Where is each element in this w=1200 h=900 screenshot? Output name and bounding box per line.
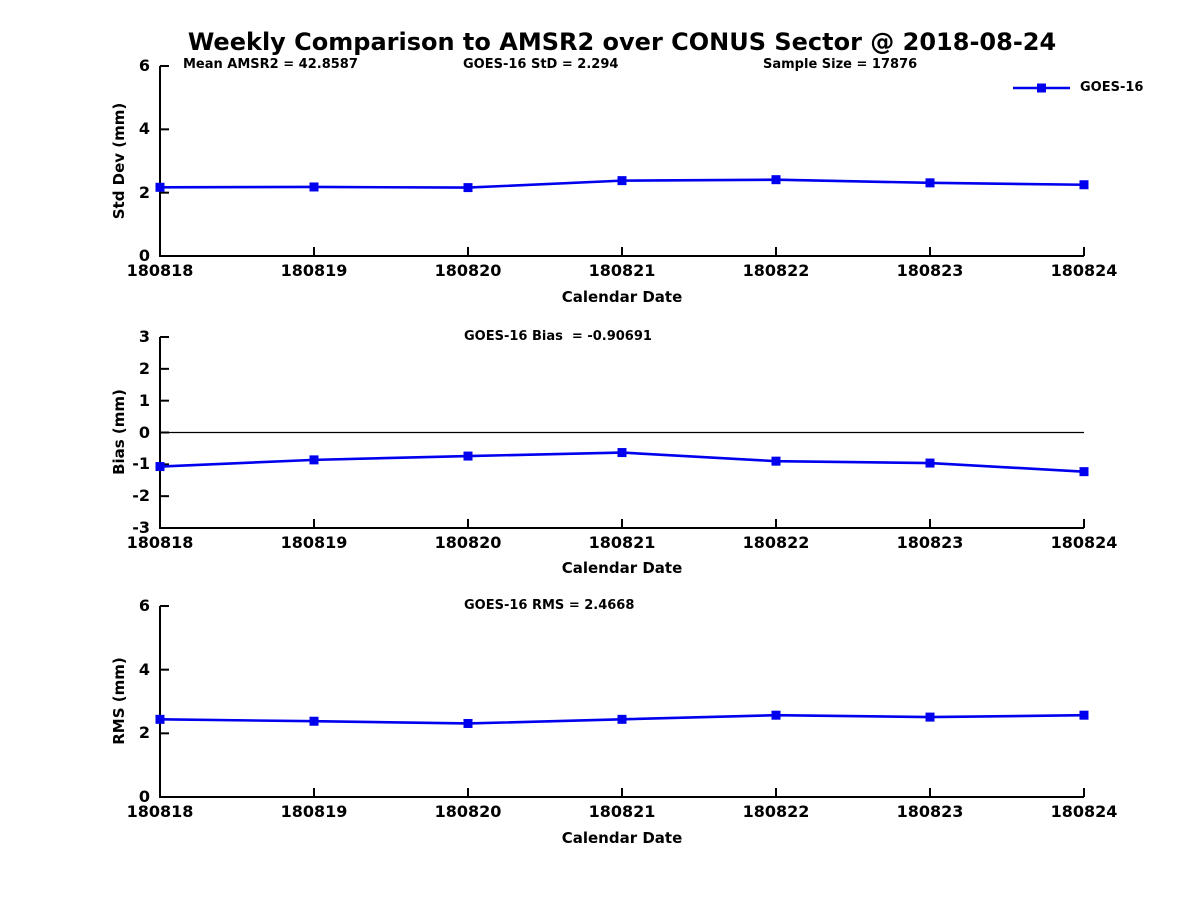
data-point-marker: [925, 458, 935, 468]
y-tick-label: 2: [138, 358, 150, 378]
figure-title: Weekly Comparison to AMSR2 over CONUS Se…: [187, 28, 1057, 56]
data-point-marker: [925, 178, 935, 188]
x-tick-label: 180824: [1050, 261, 1118, 280]
data-point-marker: [463, 183, 473, 193]
x-tick-label: 180819: [280, 261, 348, 280]
y-tick-label: 2: [138, 723, 150, 743]
data-point-marker: [925, 712, 935, 722]
data-point-marker: [155, 714, 165, 724]
x-tick-label: 180818: [126, 261, 194, 280]
x-tick-label: 180820: [434, 261, 502, 280]
legend: GOES-16: [1012, 80, 1143, 95]
data-point-marker: [617, 448, 627, 458]
legend-line-marker-icon: [1013, 83, 1070, 92]
y-tick-label: 0: [138, 246, 150, 265]
data-point-marker: [309, 716, 319, 726]
rms-panel-title: GOES-16 RMS = 2.4668: [464, 598, 635, 613]
legend-label: GOES-16: [1080, 80, 1144, 95]
x-axis-label-calendar-date: Calendar Date: [561, 829, 683, 847]
x-tick-label: 180820: [434, 533, 502, 552]
y-tick-label: 4: [138, 659, 150, 679]
x-tick-label: 180821: [588, 261, 656, 280]
y-tick-label: 0: [138, 422, 150, 442]
x-tick-label: 180823: [896, 261, 964, 280]
x-tick-label: 180822: [742, 261, 810, 280]
data-point-marker: [463, 718, 473, 728]
y-tick-label: 0: [138, 787, 150, 806]
data-point-marker: [155, 462, 165, 472]
x-tick-label: 180824: [1050, 533, 1118, 552]
x-tick-label: 180822: [742, 533, 810, 552]
data-point-marker: [1079, 710, 1089, 720]
x-tick-label: 180819: [280, 533, 348, 552]
data-point-marker: [463, 451, 473, 461]
data-point-marker: [617, 176, 627, 186]
y-tick-label: -2: [132, 486, 150, 506]
x-tick-label: 180821: [588, 533, 656, 552]
y-tick-label: 6: [138, 596, 150, 615]
x-tick-label: 180824: [1050, 802, 1118, 821]
data-point-marker: [309, 455, 319, 465]
data-point-marker: [771, 456, 781, 466]
y-tick-label: 6: [138, 56, 150, 75]
data-point-marker: [771, 175, 781, 185]
x-axis-label-calendar-date: Calendar Date: [561, 559, 683, 577]
annotation-mean-amsr2: Mean AMSR2 = 42.8587: [183, 57, 358, 72]
annotation-sample-size: Sample Size = 17876: [763, 57, 918, 72]
data-point-marker: [617, 714, 627, 724]
y-tick-label: 1: [138, 390, 150, 410]
y-tick-label: -1: [132, 454, 150, 474]
x-tick-label: 180820: [434, 802, 502, 821]
data-point-marker: [1079, 467, 1089, 477]
y-tick-label: -3: [132, 518, 150, 537]
annotation-goes16-std: GOES-16 StD = 2.294: [463, 57, 619, 72]
x-axis-label-calendar-date: Calendar Date: [561, 288, 683, 306]
x-tick-label: 180818: [126, 802, 194, 821]
data-point-marker: [1079, 180, 1089, 190]
y-tick-label: 2: [138, 182, 150, 202]
x-tick-label: 180821: [588, 802, 656, 821]
x-tick-label: 180823: [896, 802, 964, 821]
y-tick-label: 3: [138, 327, 150, 346]
data-point-marker: [155, 182, 165, 192]
bias-panel-title: GOES-16 Bias = -0.90691: [464, 329, 652, 344]
x-tick-label: 180818: [126, 533, 194, 552]
data-point-marker: [309, 182, 319, 192]
x-tick-label: 180822: [742, 802, 810, 821]
y-tick-label: 4: [138, 119, 150, 139]
x-tick-label: 180819: [280, 802, 348, 821]
data-point-marker: [771, 710, 781, 720]
x-tick-label: 180823: [896, 533, 964, 552]
